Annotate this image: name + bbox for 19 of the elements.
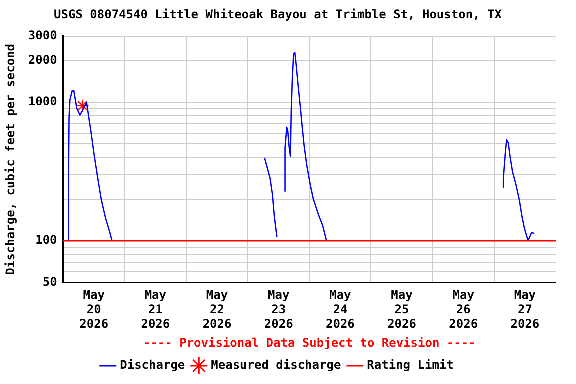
y-tick-label: 50 (42, 274, 58, 289)
y-axis-title: Discharge, cubic feet per second (3, 44, 18, 276)
x-tick-label: May 24 2026 (326, 288, 355, 331)
legend-label: Measured discharge (211, 358, 342, 372)
chart-title: USGS 08074540 Little Whiteoak Bayou at Trimble St, Houston, TX (54, 7, 503, 22)
text: ---- Provisional Data Subject to Revision ---- (143, 336, 476, 350)
x-tick-label: May 22 2026 (202, 288, 232, 331)
x-tick-label: May 20 2026 (80, 288, 109, 331)
x-tick-label: May 25 2026 (388, 288, 416, 331)
x-tick-label: May 27 2026 (510, 288, 540, 331)
legend-label: Discharge (120, 358, 186, 372)
x-tick-label: May 26 2026 (449, 288, 478, 331)
x-tick-label: May 23 2026 (264, 288, 294, 331)
legend-label: Rating Limit (367, 358, 454, 372)
x-tick-label: May 21 2026 (141, 288, 170, 331)
y-tick-label: 100 (36, 233, 58, 248)
y-tick-label: 3000 (28, 28, 58, 43)
y-tick-label: 1000 (28, 94, 58, 109)
y-tick-label: 2000 (28, 52, 58, 67)
